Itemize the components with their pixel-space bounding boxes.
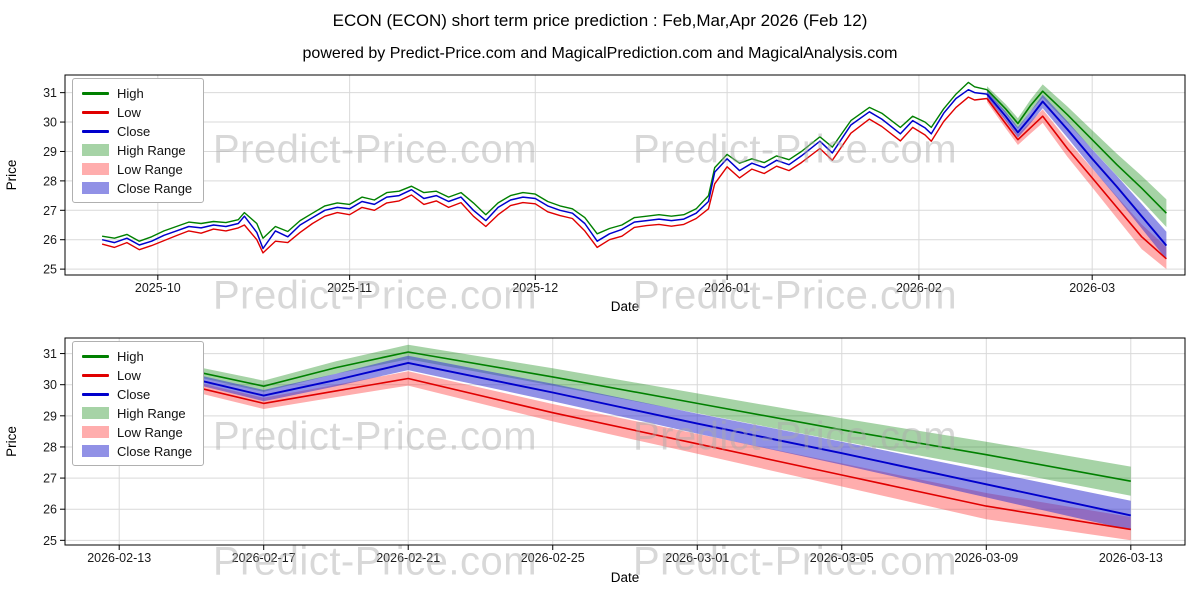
legend-item-close: Close bbox=[82, 386, 192, 402]
bottom-chart-legend: High Low Close High Range Low Range Close Ran… bbox=[72, 341, 205, 466]
svg-text:29: 29 bbox=[43, 145, 57, 159]
svg-text:26: 26 bbox=[43, 503, 57, 517]
svg-text:2026-02: 2026-02 bbox=[896, 281, 942, 295]
svg-text:27: 27 bbox=[43, 472, 57, 486]
legend-label: Low Range bbox=[117, 424, 183, 440]
legend-item-close-range: Close Range bbox=[82, 443, 193, 459]
x-axis-label: Date bbox=[611, 299, 640, 314]
svg-text:2025-11: 2025-11 bbox=[327, 281, 372, 295]
svg-text:2025-12: 2025-12 bbox=[512, 281, 558, 295]
low-range-swatch bbox=[82, 163, 109, 175]
svg-text:2025-10: 2025-10 bbox=[135, 281, 181, 295]
x-axis-label: Date bbox=[611, 570, 640, 585]
svg-text:2026-02-17: 2026-02-17 bbox=[232, 551, 296, 565]
svg-text:2026-03-01: 2026-03-01 bbox=[665, 551, 729, 565]
high-range-swatch bbox=[82, 144, 109, 156]
svg-text:2026-03-13: 2026-03-13 bbox=[1099, 551, 1163, 565]
legend-item-close: Close bbox=[82, 123, 192, 139]
low-swatch bbox=[82, 110, 109, 114]
legend-label: Close bbox=[117, 123, 151, 139]
page-subtitle: powered by Predict-Price.com and Magical… bbox=[302, 45, 898, 62]
svg-text:2026-03-05: 2026-03-05 bbox=[810, 551, 874, 565]
svg-text:26: 26 bbox=[43, 233, 57, 247]
legend-item-high-range: High Range bbox=[82, 142, 192, 158]
legend-item-high: High bbox=[82, 85, 192, 101]
high-swatch bbox=[82, 354, 109, 358]
svg-text:25: 25 bbox=[43, 534, 57, 548]
svg-text:29: 29 bbox=[43, 409, 57, 423]
legend-label: High Range bbox=[117, 142, 186, 158]
prediction-zoom-chart: 25 26 27 28 29 30 31 2026-02-13 2026-02-17 2026-0… bbox=[4, 337, 1186, 585]
page-title: ECON (ECON) short term price prediction … bbox=[332, 11, 868, 30]
svg-text:25: 25 bbox=[43, 263, 57, 277]
high-swatch bbox=[82, 91, 109, 95]
svg-text:2026-02-21: 2026-02-21 bbox=[376, 551, 440, 565]
legend-item-low-range: Low Range bbox=[82, 161, 192, 177]
svg-text:2026-02-25: 2026-02-25 bbox=[521, 551, 585, 565]
legend-label: Close Range bbox=[117, 180, 193, 196]
legend-label: Low Range bbox=[117, 161, 183, 177]
close-swatch bbox=[82, 392, 109, 396]
svg-text:30: 30 bbox=[43, 378, 57, 392]
historical-prediction-chart: 25 26 27 28 29 30 31 2025-10 2025-11 2025-12 2026-… bbox=[4, 74, 1186, 314]
legend-item-high: High bbox=[82, 348, 192, 364]
legend-item-low-range: Low Range bbox=[82, 424, 192, 440]
svg-text:2026-03-09: 2026-03-09 bbox=[954, 551, 1018, 565]
legend-item-low: Low bbox=[82, 104, 192, 120]
legend-label: Close Range bbox=[117, 443, 193, 459]
y-axis-label: Price bbox=[4, 160, 19, 191]
high-range-swatch bbox=[82, 407, 109, 419]
svg-text:30: 30 bbox=[43, 116, 57, 130]
legend-item-high-range: High Range bbox=[82, 405, 192, 421]
svg-text:31: 31 bbox=[43, 347, 57, 361]
close-range-swatch bbox=[82, 445, 109, 457]
legend-label: High bbox=[117, 85, 144, 101]
legend-label: Close bbox=[117, 386, 151, 402]
low-swatch bbox=[82, 373, 109, 377]
close-range-swatch bbox=[82, 182, 109, 194]
y-axis-label: Price bbox=[4, 426, 19, 457]
svg-text:27: 27 bbox=[43, 204, 57, 218]
close-swatch bbox=[82, 129, 109, 133]
svg-text:31: 31 bbox=[43, 86, 57, 100]
svg-text:28: 28 bbox=[43, 174, 57, 188]
svg-text:28: 28 bbox=[43, 440, 57, 454]
legend-label: Low bbox=[117, 367, 141, 383]
low-range-swatch bbox=[82, 426, 109, 438]
svg-text:2026-02-13: 2026-02-13 bbox=[87, 551, 151, 565]
top-chart-legend: High Low Close High Range Low Range Close Ran… bbox=[72, 78, 205, 203]
svg-text:2026-01: 2026-01 bbox=[704, 281, 750, 295]
legend-label: Low bbox=[117, 104, 141, 120]
legend-label: High Range bbox=[117, 405, 186, 421]
legend-item-low: Low bbox=[82, 367, 192, 383]
legend-label: High bbox=[117, 348, 144, 364]
svg-text:2026-03: 2026-03 bbox=[1069, 281, 1115, 295]
legend-item-close-range: Close Range bbox=[82, 180, 193, 196]
